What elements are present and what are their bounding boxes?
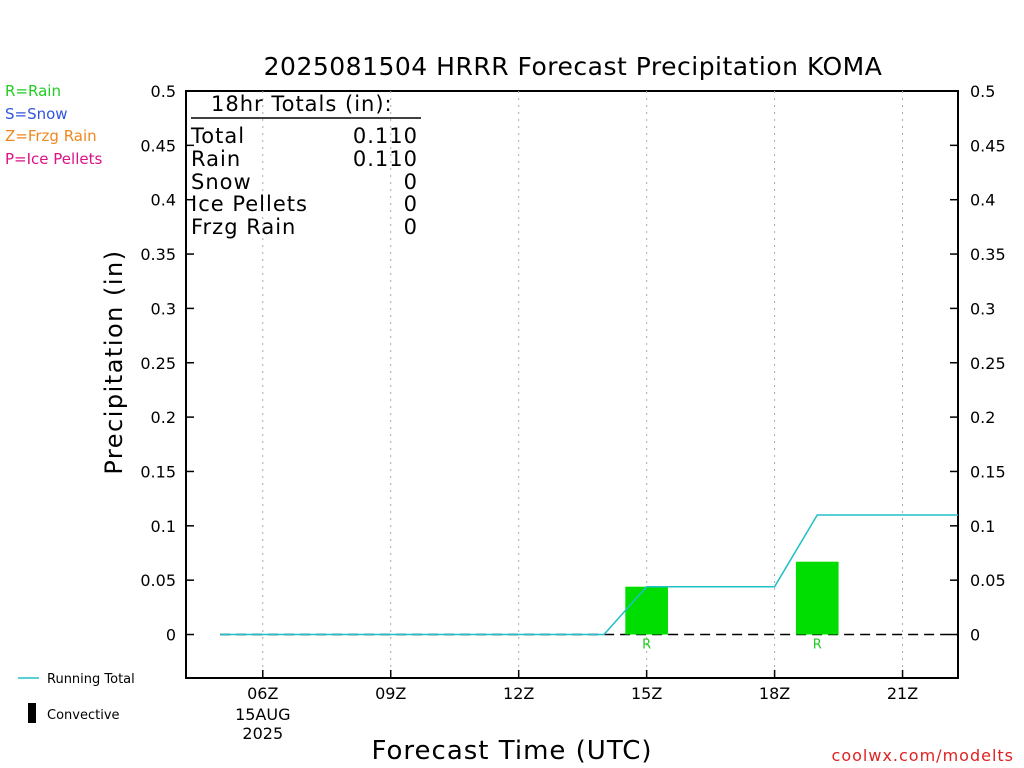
legend-frzg-rain: Z=Frzg Rain xyxy=(5,127,97,145)
y-tick-label-left: 0.15 xyxy=(140,462,176,481)
y-tick-label-left: 0.35 xyxy=(140,245,176,264)
precip-bar xyxy=(625,586,668,635)
y-tick-label-right: 0.4 xyxy=(970,191,995,210)
y-tick-label-left: 0.25 xyxy=(140,354,176,373)
precip-type-legend: R=Rain S=Snow Z=Frzg Rain P=Ice Pellets xyxy=(5,82,102,168)
y-tick-label-left: 0.5 xyxy=(151,82,176,101)
x-tick-label: 15Z xyxy=(631,684,662,703)
x-tick-year: 2025 xyxy=(242,724,283,743)
y-tick-label-left: 0.45 xyxy=(140,136,176,155)
x-tick-date: 15AUG xyxy=(235,705,290,724)
legend-ice-pellets: P=Ice Pellets xyxy=(5,150,102,168)
y-tick-label-right: 0.45 xyxy=(970,136,1006,155)
legend-snow: S=Snow xyxy=(5,105,68,123)
y-tick-label-right: 0 xyxy=(970,626,980,645)
totals-row-label: Frzg Rain xyxy=(191,215,296,239)
y-tick-label-left: 0.1 xyxy=(151,517,176,536)
y-tick-label-left: 0 xyxy=(166,626,176,645)
y-tick-label-right: 0.3 xyxy=(970,299,995,318)
y-tick-label-right: 0.35 xyxy=(970,245,1006,264)
precip-type-label: R xyxy=(813,638,822,653)
precip-type-label: R xyxy=(642,638,651,653)
running-total-line xyxy=(220,514,958,636)
y-tick-label-left: 0.05 xyxy=(140,571,176,590)
y-tick-label-right: 0.5 xyxy=(970,82,995,101)
totals-row-label: Rain xyxy=(191,147,241,171)
series-legend: Running Total Convective xyxy=(18,672,135,723)
plot-area xyxy=(185,90,959,679)
totals-heading: 18hr Totals (in): xyxy=(211,92,393,116)
y-tick-label-right: 0.05 xyxy=(970,571,1006,590)
totals-row-value: 0.110 xyxy=(353,147,418,171)
y-tick-label-right: 0.1 xyxy=(970,517,995,536)
chart-title: 2025081504 HRRR Forecast Precipitation K… xyxy=(264,52,883,81)
convective-legend-swatch xyxy=(28,703,36,723)
convective-legend-label: Convective xyxy=(47,708,120,723)
totals-row-value: 0 xyxy=(404,170,418,194)
totals-box: 18hr Totals (in): Total 0.110 Rain 0.110… xyxy=(190,92,421,239)
totals-row-label: Snow xyxy=(191,170,252,194)
running-total-legend-label: Running Total xyxy=(47,672,135,687)
y-tick-label-right: 0.2 xyxy=(970,408,995,427)
totals-row-label: Ice Pellets xyxy=(191,192,308,216)
y-tick-label-right: 0.25 xyxy=(970,354,1006,373)
legend-rain: R=Rain xyxy=(5,82,61,100)
x-tick-label: 18Z xyxy=(759,684,790,703)
totals-row-label: Total xyxy=(190,124,245,148)
precip-bar xyxy=(795,561,839,635)
y-tick-label-left: 0.4 xyxy=(151,191,176,210)
running-total-path xyxy=(220,514,958,636)
x-tick-label: 21Z xyxy=(887,684,918,703)
totals-row-value: 0 xyxy=(404,192,418,216)
y-tick-label-right: 0.15 xyxy=(970,462,1006,481)
x-axis-label: Forecast Time (UTC) xyxy=(371,736,652,766)
totals-row-value: 0.110 xyxy=(353,124,418,148)
y-tick-label-left: 0.2 xyxy=(151,408,176,427)
y-axis-label: Precipitation (in) xyxy=(100,249,128,474)
y-tick-label-left: 0.3 xyxy=(151,299,176,318)
site-credit: coolwx.com/modelts xyxy=(832,746,1014,765)
totals-row-value: 0 xyxy=(404,215,418,239)
x-tick-label: 06Z xyxy=(247,684,278,703)
y-axis-ticks: 0 00.05 0.050.1 0.10.15 0.150.2 0.20.25 0.250.… xyxy=(140,82,1005,645)
x-tick-label: 12Z xyxy=(503,684,534,703)
x-tick-label: 09Z xyxy=(375,684,406,703)
